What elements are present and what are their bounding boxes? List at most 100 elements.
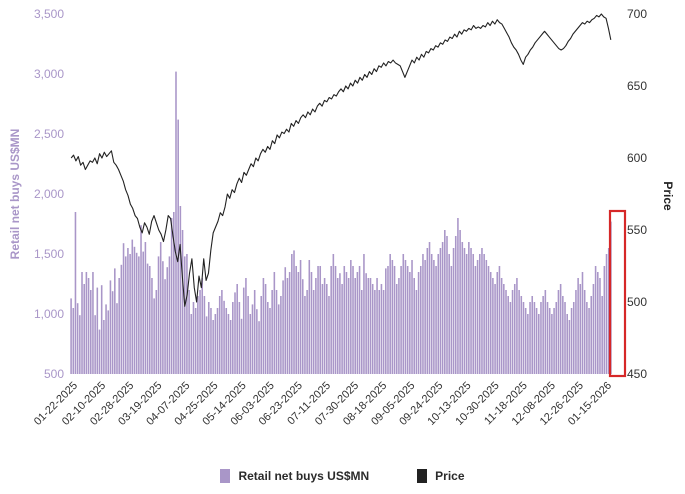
bar [494,284,496,374]
bar [330,266,332,374]
bar [339,273,341,374]
bar [529,302,531,374]
bar [280,296,282,374]
bar [527,314,529,374]
bar [225,308,228,374]
bar [170,218,173,374]
bar [472,254,475,374]
bar [242,287,245,374]
bar [83,284,85,374]
bar [72,308,75,374]
bar [151,278,153,374]
bar [461,242,464,374]
bar [118,278,120,374]
bar [159,242,162,374]
bar [435,266,437,374]
bar [553,308,555,374]
bar [395,284,398,374]
bar [124,256,127,374]
bar [347,278,350,374]
bar [81,272,83,374]
bar [590,296,593,374]
bar [301,279,304,374]
bar [181,230,184,374]
bar [605,254,608,374]
bar [564,302,566,374]
bar [210,308,212,374]
bar [468,242,470,374]
bar [430,254,433,374]
bar [218,296,221,374]
bar [221,290,223,374]
bar [94,315,96,374]
bar [98,329,101,374]
bar [572,302,575,374]
bar [245,278,247,374]
bar [273,272,276,374]
bar [459,230,461,374]
bar [214,314,217,374]
bar [332,254,335,374]
bar [400,266,402,374]
bar [507,296,509,374]
bar [109,280,112,374]
bar [234,292,236,374]
bar [546,302,549,374]
bar [127,248,129,374]
bar [387,266,389,374]
bar [188,290,190,374]
bar [579,284,582,374]
bar [216,308,219,374]
bar [168,256,171,374]
bar [402,254,405,374]
bar [588,308,590,374]
bar [535,308,538,374]
bar [79,315,81,374]
bar [175,71,177,374]
bar [518,290,520,374]
bar [155,290,158,374]
bar [446,236,448,374]
bar [551,314,553,374]
bar [336,278,339,374]
y-right-axis-title: Price [661,181,675,211]
bar [140,225,142,374]
bar [186,254,188,374]
bar [487,266,490,374]
bar [513,284,516,374]
bar [350,260,352,374]
bar [413,278,415,374]
bar [356,272,359,374]
y-left-tick-label: 500 [44,367,64,381]
bar [354,278,356,374]
bar [352,266,354,374]
bar [120,264,123,374]
bar [284,267,287,374]
bar [557,290,560,374]
bar [454,236,457,374]
bar [415,290,418,374]
bar [299,260,302,374]
bar [465,254,468,374]
legend-item-retail: Retail net buys US$MN [220,469,369,483]
bar [76,303,79,374]
bar [227,314,230,374]
bar [544,290,547,374]
bar [87,278,90,374]
bar [391,260,394,374]
bar [310,272,313,374]
bar [162,261,164,374]
bar [236,284,238,374]
bar [522,302,525,374]
bar [457,218,459,374]
bar [308,260,311,374]
bar [417,272,420,374]
bar [267,302,269,374]
bar [358,266,361,374]
bar [199,290,201,374]
bar [485,260,488,374]
bar [341,284,343,374]
bar [363,254,365,374]
bar [100,285,103,374]
